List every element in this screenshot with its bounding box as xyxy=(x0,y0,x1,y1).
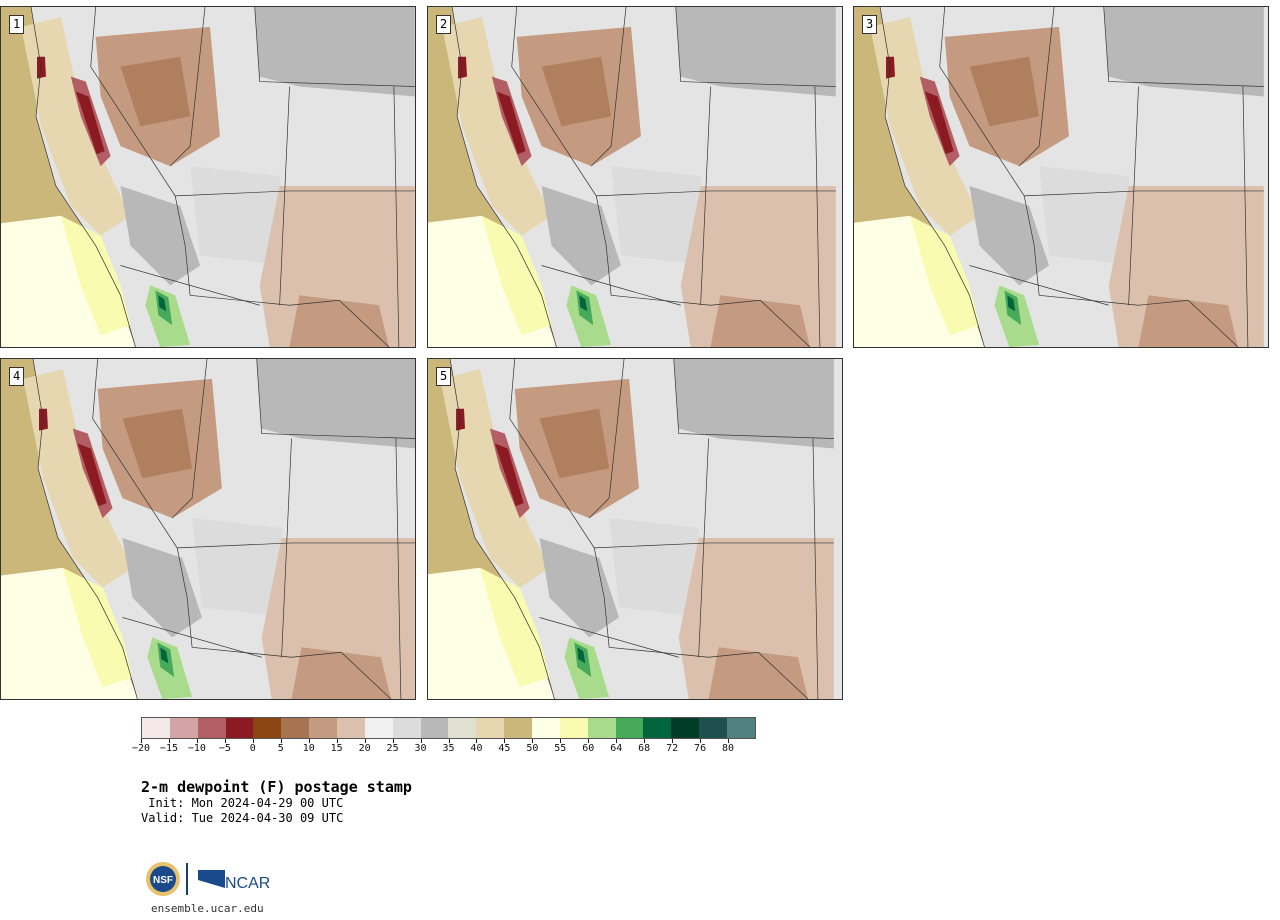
colorbar-tick xyxy=(504,739,506,743)
colorbar-ticks: −20 −15 −10 −5 0 5 10 15 20 25 30 35 40 45 50 55 60 64 68 7… xyxy=(132,739,756,763)
colorbar-tick xyxy=(532,739,534,743)
dewpoint-map-5 xyxy=(428,359,842,699)
colorbar-tick xyxy=(280,739,282,743)
member-label-5: 5 xyxy=(436,367,452,386)
colorbar-tick xyxy=(364,739,366,743)
colorbar-tick xyxy=(728,739,730,743)
svg-text:NCAR: NCAR xyxy=(225,875,270,892)
colorbar-tick xyxy=(224,739,226,743)
colorbar-tick xyxy=(672,739,674,743)
colorbar-tick xyxy=(448,739,450,743)
colorbar-tick xyxy=(308,739,310,743)
ncar-logo-icon: NCAR xyxy=(198,870,270,892)
colorbar-segment xyxy=(448,718,477,738)
colorbar-segment xyxy=(532,718,560,738)
dewpoint-map-1 xyxy=(1,7,415,347)
member-label-1: 1 xyxy=(9,15,25,34)
colorbar-tick-label: −5 xyxy=(218,743,231,754)
member-label-2: 2 xyxy=(436,15,452,34)
colorbar-tick-label: 80 xyxy=(722,743,735,754)
svg-text:NSF: NSF xyxy=(153,875,173,886)
colorbar-tick-label: 0 xyxy=(249,743,256,754)
colorbar-segment xyxy=(699,718,728,738)
member-label-3: 3 xyxy=(862,15,878,34)
colorbar-tick-label: 76 xyxy=(694,743,707,754)
colorbar-segment xyxy=(253,718,282,738)
colorbar-tick xyxy=(252,739,254,743)
colorbar-tick-label: 20 xyxy=(358,743,371,754)
colorbar-segment xyxy=(504,718,533,738)
colorbar-segment xyxy=(420,718,449,738)
init-time: Init: Mon 2024-04-29 00 UTC xyxy=(141,796,344,810)
colorbar-tick xyxy=(616,739,618,743)
colorbar-tick-label: 55 xyxy=(554,743,567,754)
colorbar-tick-label: 40 xyxy=(470,743,483,754)
colorbar-segment xyxy=(225,718,254,738)
dewpoint-map-3 xyxy=(854,7,1268,347)
colorbar-tick-label: 60 xyxy=(582,743,595,754)
colorbar-tick xyxy=(141,739,142,743)
colorbar-tick xyxy=(644,739,646,743)
member-label-4: 4 xyxy=(9,367,25,386)
map-panel-3: 3 xyxy=(853,6,1269,348)
colorbar-tick-label: 25 xyxy=(386,743,399,754)
site-url[interactable]: ensemble.ucar.edu xyxy=(151,902,264,915)
colorbar-segment xyxy=(476,718,505,738)
colorbar-segment xyxy=(364,718,393,738)
colorbar-tick-label: 72 xyxy=(666,743,679,754)
map-panel-4: 4 xyxy=(0,358,416,700)
colorbar-tick xyxy=(476,739,478,743)
colorbar-segment xyxy=(671,718,700,738)
colorbar-tick xyxy=(336,739,338,743)
colorbar-segment xyxy=(392,718,421,738)
colorbar-segment xyxy=(587,718,616,738)
colorbar-segment xyxy=(169,718,198,738)
colorbar-tick xyxy=(196,739,198,743)
map-panel-5: 5 xyxy=(427,358,843,700)
colorbar-tick-label: 10 xyxy=(302,743,315,754)
dewpoint-map-2 xyxy=(428,7,842,347)
colorbar-tick xyxy=(588,739,590,743)
map-panel-1: 1 xyxy=(0,6,416,348)
colorbar-segment xyxy=(309,718,338,738)
valid-time: Valid: Tue 2024-04-30 09 UTC xyxy=(141,811,344,825)
colorbar-segment xyxy=(337,718,365,738)
dewpoint-map-4 xyxy=(1,359,415,699)
colorbar-tick-label: −20 xyxy=(131,743,151,754)
map-panel-2: 2 xyxy=(427,6,843,348)
colorbar-tick-label: 64 xyxy=(610,743,623,754)
colorbar-tick xyxy=(700,739,702,743)
colorbar-tick-label: 30 xyxy=(414,743,427,754)
colorbar-tick xyxy=(168,739,170,743)
chart-title: 2-m dewpoint (F) postage stamp xyxy=(141,778,412,796)
colorbar-tick xyxy=(560,739,562,743)
colorbar xyxy=(141,717,756,739)
nsf-logo-icon: NSF xyxy=(146,862,180,896)
colorbar-tick-label: −15 xyxy=(159,743,178,754)
colorbar-segment xyxy=(281,718,310,738)
nsf-ncar-logo: NSF NCAR xyxy=(146,862,270,896)
colorbar-tick-label: 50 xyxy=(526,743,539,754)
colorbar-segment xyxy=(615,718,644,738)
colorbar-tick-label: −10 xyxy=(187,743,206,754)
colorbar-tick xyxy=(392,739,394,743)
colorbar-segment xyxy=(142,718,170,738)
colorbar-segment xyxy=(727,718,755,738)
colorbar-segment xyxy=(643,718,672,738)
colorbar-tick-label: 45 xyxy=(498,743,511,754)
colorbar-tick xyxy=(420,739,422,743)
colorbar-tick-label: 68 xyxy=(638,743,651,754)
colorbar-segment xyxy=(197,718,226,738)
colorbar-tick-label: 15 xyxy=(330,743,343,754)
colorbar-tick-label: 5 xyxy=(277,743,284,754)
colorbar-tick-label: 35 xyxy=(442,743,455,754)
colorbar-segment xyxy=(559,718,588,738)
